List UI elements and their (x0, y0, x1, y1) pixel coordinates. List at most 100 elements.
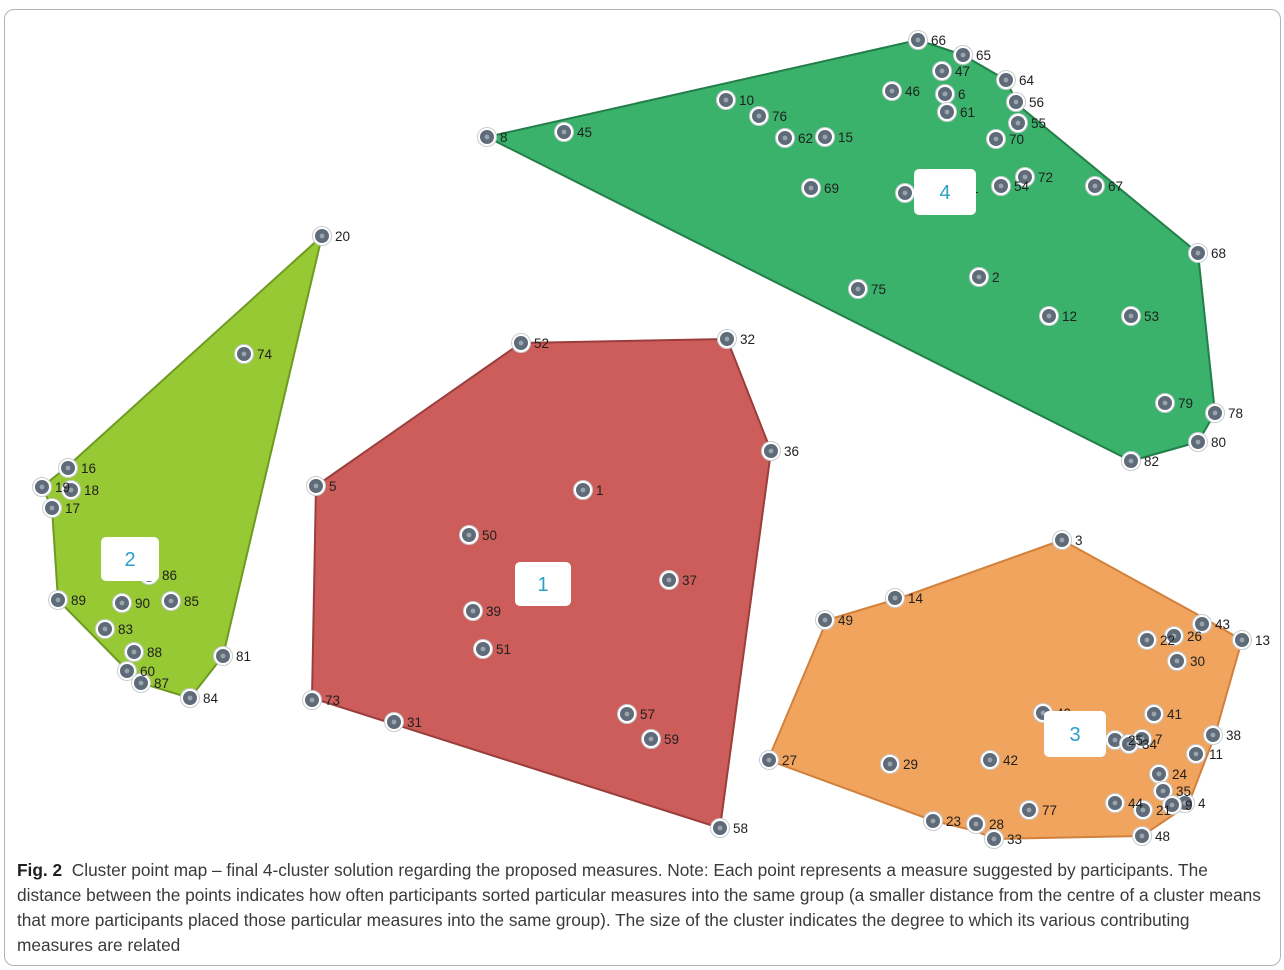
measure-point-64[interactable] (996, 70, 1016, 90)
measure-point-83[interactable] (95, 619, 115, 639)
measure-point-50[interactable] (459, 525, 479, 545)
measure-point-76[interactable] (749, 106, 769, 126)
measure-point-41[interactable] (1144, 704, 1164, 724)
measure-label-38: 38 (1226, 728, 1241, 743)
measure-point-10[interactable] (716, 90, 736, 110)
measure-label-10: 10 (739, 93, 754, 108)
measure-point-31[interactable] (384, 712, 404, 732)
measure-point-47[interactable] (932, 61, 952, 81)
measure-point-17[interactable] (42, 498, 62, 518)
measure-point-73[interactable] (302, 690, 322, 710)
measure-point-52[interactable] (511, 333, 531, 353)
measure-label-53: 53 (1144, 309, 1159, 324)
measure-point-8[interactable] (477, 127, 497, 147)
measure-point-20[interactable] (312, 226, 332, 246)
measure-point-80[interactable] (1188, 432, 1208, 452)
measure-point-3[interactable] (1052, 530, 1072, 550)
measure-point-89[interactable] (48, 590, 68, 610)
measure-label-48: 48 (1155, 829, 1170, 844)
measure-label-46: 46 (905, 84, 920, 99)
measure-point-90[interactable] (112, 593, 132, 613)
measure-point-30[interactable] (1167, 651, 1187, 671)
measure-point-28[interactable] (966, 814, 986, 834)
measure-point-44[interactable] (1105, 793, 1125, 813)
measure-point-45[interactable] (554, 122, 574, 142)
measure-point-6[interactable] (935, 84, 955, 104)
measure-point-59[interactable] (641, 729, 661, 749)
measure-point-51[interactable] (473, 639, 493, 659)
measure-point-43[interactable] (1192, 614, 1212, 634)
measure-point-81[interactable] (213, 646, 233, 666)
measure-point-66[interactable] (908, 30, 928, 50)
measure-point-87[interactable] (131, 673, 151, 693)
measure-point-33[interactable] (984, 829, 1004, 849)
measure-point-16[interactable] (58, 458, 78, 478)
measure-label-31: 31 (407, 715, 422, 730)
measure-point-79[interactable] (1155, 393, 1175, 413)
measure-label-12: 12 (1062, 309, 1077, 324)
measure-point-21[interactable] (1133, 800, 1153, 820)
measure-point-49[interactable] (815, 610, 835, 630)
measure-point-42[interactable] (980, 750, 1000, 770)
measure-point-29[interactable] (880, 754, 900, 774)
measure-point-82[interactable] (1121, 451, 1141, 471)
measure-label-29: 29 (903, 757, 918, 772)
measure-point-72[interactable] (1015, 167, 1035, 187)
measure-point-61[interactable] (937, 102, 957, 122)
measure-point-39[interactable] (463, 601, 483, 621)
measure-point-85[interactable] (161, 591, 181, 611)
measure-point-27[interactable] (759, 750, 779, 770)
measure-point-26[interactable] (1164, 626, 1184, 646)
measure-point-75[interactable] (848, 279, 868, 299)
measure-label-51: 51 (496, 642, 511, 657)
cluster-2-label: 2 (101, 537, 159, 581)
measure-label-88: 88 (147, 645, 162, 660)
measure-point-55[interactable] (1008, 113, 1028, 133)
measure-point-84[interactable] (180, 688, 200, 708)
measure-point-37[interactable] (659, 570, 679, 590)
measure-point-32[interactable] (717, 329, 737, 349)
measure-point-69[interactable] (801, 178, 821, 198)
measure-point-77[interactable] (1019, 800, 1039, 820)
measure-point-34[interactable] (1119, 734, 1139, 754)
measure-point-11[interactable] (1186, 744, 1206, 764)
measure-point-54[interactable] (991, 176, 1011, 196)
measure-point-46[interactable] (882, 81, 902, 101)
measure-point-60[interactable] (117, 661, 137, 681)
measure-label-61: 61 (960, 105, 975, 120)
measure-point-88[interactable] (124, 642, 144, 662)
measure-point-74[interactable] (234, 344, 254, 364)
measure-point-36[interactable] (761, 441, 781, 461)
measure-point-67[interactable] (1085, 176, 1105, 196)
measure-label-87: 87 (154, 676, 169, 691)
measure-point-38[interactable] (1203, 725, 1223, 745)
measure-point-35[interactable] (1153, 781, 1173, 801)
measure-point-68[interactable] (1188, 243, 1208, 263)
measure-label-89: 89 (71, 593, 86, 608)
measure-point-70[interactable] (986, 129, 1006, 149)
measure-point-9[interactable] (1162, 795, 1182, 815)
measure-point-58[interactable] (710, 818, 730, 838)
measure-point-78[interactable] (1205, 403, 1225, 423)
measure-point-57[interactable] (617, 704, 637, 724)
measure-point-53[interactable] (1121, 306, 1141, 326)
measure-point-56[interactable] (1006, 92, 1026, 112)
measure-point-12[interactable] (1039, 306, 1059, 326)
measure-point-22[interactable] (1137, 630, 1157, 650)
measure-label-21: 21 (1156, 803, 1171, 818)
measure-point-65[interactable] (953, 45, 973, 65)
measure-point-13[interactable] (1232, 630, 1252, 650)
measure-point-1[interactable] (573, 480, 593, 500)
measure-point-14[interactable] (885, 588, 905, 608)
measure-point-2[interactable] (969, 267, 989, 287)
measure-label-26: 26 (1187, 629, 1202, 644)
measure-point-24[interactable] (1149, 764, 1169, 784)
measure-point-15[interactable] (815, 127, 835, 147)
measure-point-19[interactable] (32, 477, 52, 497)
measure-point-5[interactable] (306, 476, 326, 496)
measure-point-48[interactable] (1132, 826, 1152, 846)
measure-point-23[interactable] (923, 811, 943, 831)
measure-point-1[interactable] (895, 183, 915, 203)
measure-point-18[interactable] (61, 480, 81, 500)
measure-point-62[interactable] (775, 128, 795, 148)
